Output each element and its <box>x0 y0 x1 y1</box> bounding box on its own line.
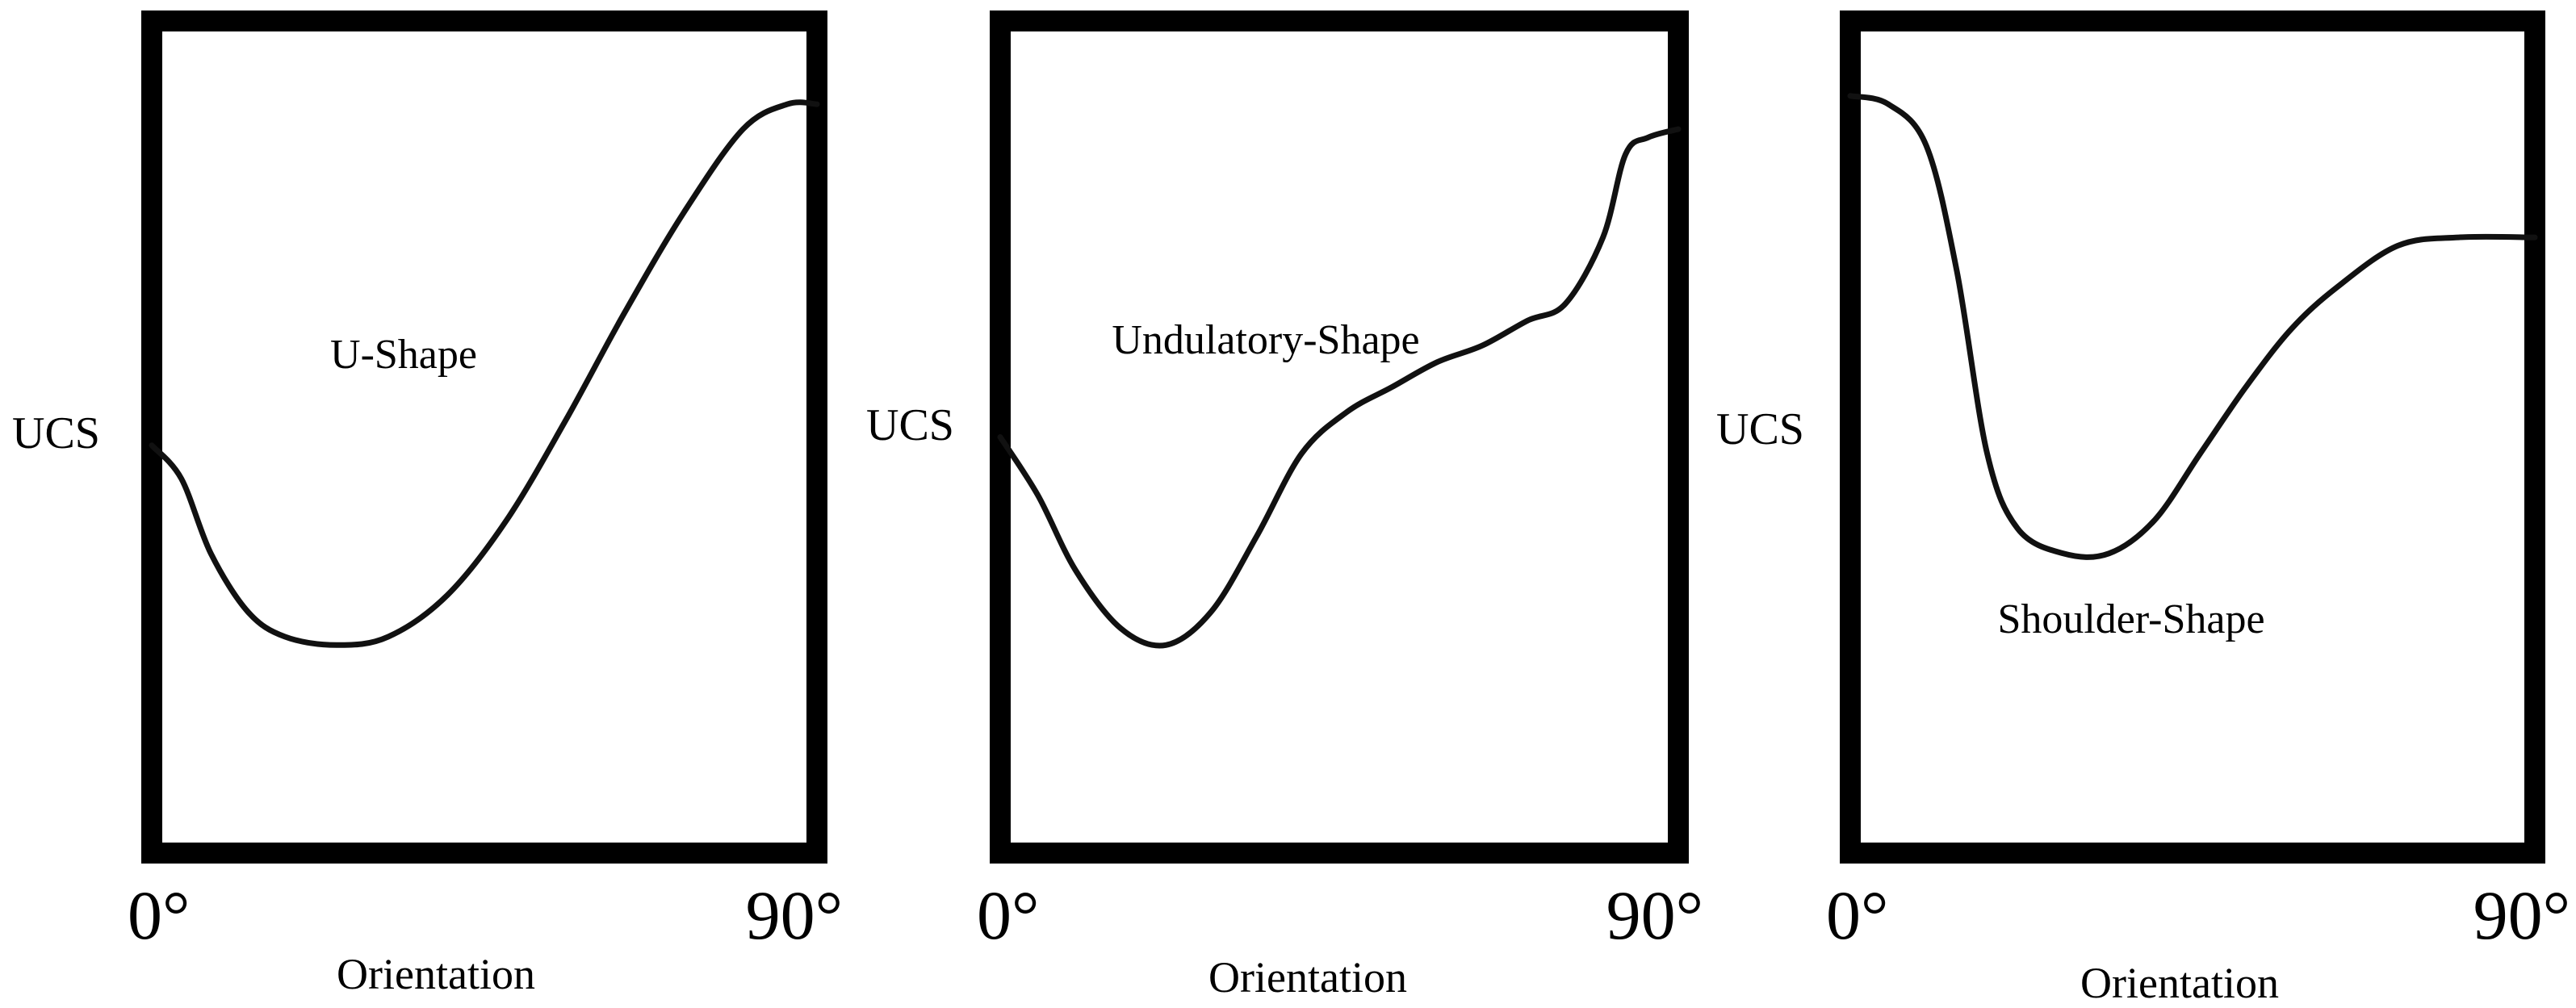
panel-undulatory-shape: Undulatory-Shape UCS 0° 90° Orientation <box>866 10 1703 1002</box>
x-axis-label: Orientation <box>1208 953 1407 1002</box>
panel-shoulder-shape: Shoulder-Shape UCS 0° 90° Orientation <box>1716 10 2570 1007</box>
panel-u-shape: U-Shape UCS 0° 90° Orientation <box>12 10 843 998</box>
plot-frame <box>990 10 1689 864</box>
series-line-undulatory-shape <box>997 126 1682 649</box>
x-axis-label: Orientation <box>2080 959 2279 1007</box>
series-line-shoulder-shape <box>1847 93 2538 560</box>
series-line-u-shape <box>149 99 820 648</box>
x-tick-label-0: 0° <box>128 876 190 954</box>
plot-frame <box>141 10 827 864</box>
x-axis-label: Orientation <box>337 950 535 998</box>
y-axis-label: UCS <box>866 400 954 450</box>
shape-label: U-Shape <box>330 332 477 378</box>
x-tick-label-90: 90° <box>2473 876 2570 954</box>
x-tick-label-0: 0° <box>1826 876 1888 954</box>
plot-frame <box>1840 10 2545 864</box>
y-axis-label: UCS <box>12 408 100 458</box>
x-tick-label-90: 90° <box>746 876 843 954</box>
x-tick-label-0: 0° <box>977 876 1039 954</box>
shape-label: Undulatory-Shape <box>1112 317 1419 363</box>
y-axis-label: UCS <box>1716 404 1804 454</box>
shape-label: Shoulder-Shape <box>1997 596 2264 642</box>
x-tick-label-90: 90° <box>1606 876 1703 954</box>
